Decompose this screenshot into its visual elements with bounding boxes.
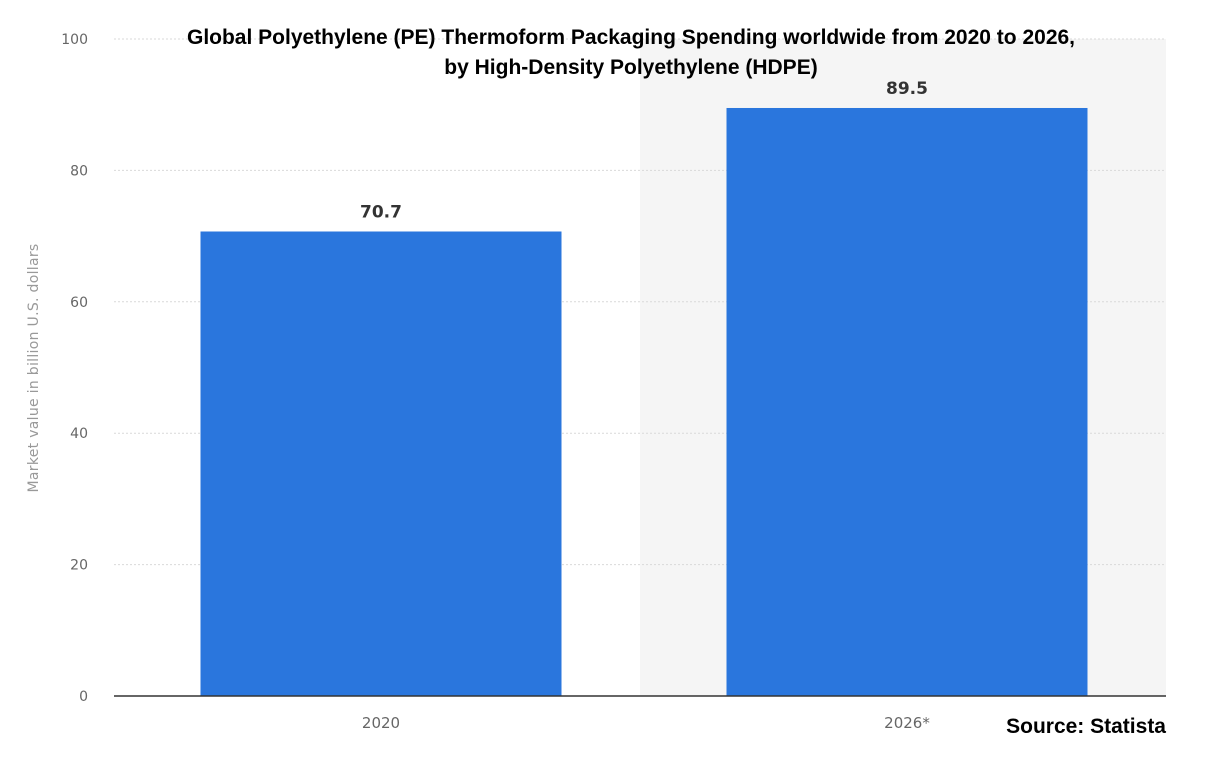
- bar-0: [200, 231, 562, 696]
- bar-1: [726, 107, 1088, 697]
- data-label-1: 89.5: [886, 79, 928, 99]
- y-tick-label: 100: [61, 32, 88, 48]
- y-tick-label: 40: [70, 426, 88, 442]
- data-label-0: 70.7: [360, 203, 402, 223]
- x-tick-label-0: 2020: [362, 714, 400, 732]
- data-labels: 70.7 89.5: [360, 79, 928, 223]
- y-tick-label: 20: [70, 558, 88, 574]
- source-note: Source: Statista: [1006, 715, 1166, 738]
- bars: [200, 107, 1088, 697]
- y-tick-labels: 0 20 40 60 80 100: [61, 32, 88, 705]
- y-tick-label: 80: [70, 163, 88, 179]
- x-tick-labels: 2020 2026*: [362, 714, 930, 732]
- y-tick-label: 60: [70, 295, 88, 311]
- chart-subtitle: by High-Density Polyethylene (HDPE): [444, 56, 818, 79]
- y-axis-label: Market value in billion U.S. dollars: [26, 243, 42, 493]
- x-tick-label-1: 2026*: [884, 714, 930, 732]
- y-tick-label: 0: [79, 689, 88, 705]
- chart-title: Global Polyethylene (PE) Thermoform Pack…: [186, 26, 1076, 49]
